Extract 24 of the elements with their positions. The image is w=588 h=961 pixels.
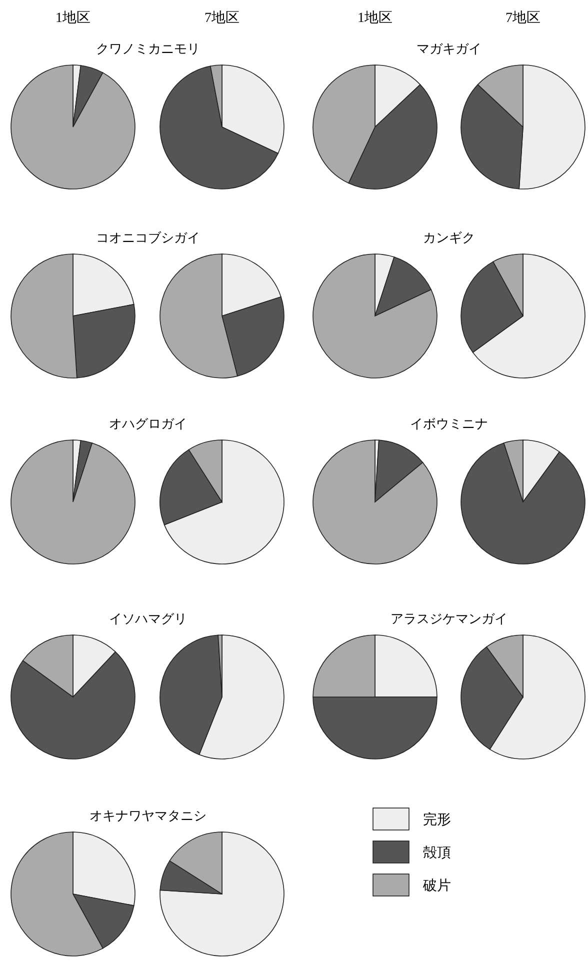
chart-title: オハグロガイ xyxy=(109,416,187,431)
chart-title: アラスジケマンガイ xyxy=(390,611,508,626)
pie-slice xyxy=(10,440,136,564)
chart-title: カンギク xyxy=(423,230,475,245)
chart-subtitle: 1地区 xyxy=(358,10,392,26)
chart-title: イボウミニナ xyxy=(410,416,488,431)
legend-label: 完形 xyxy=(423,812,451,828)
pie-slice xyxy=(160,832,284,956)
chart-title: イソハマグリ xyxy=(109,611,187,626)
chart-title: マガキガイ xyxy=(416,41,482,56)
chart-title: オキナワヤマタニシ xyxy=(90,808,206,823)
chart-title: クワノミカニモリ xyxy=(96,41,200,56)
legend-label: 殻頂 xyxy=(423,845,451,861)
chart-title: コオニコブシガイ xyxy=(96,230,200,245)
pie-slice xyxy=(312,254,438,378)
pie-slice xyxy=(10,64,136,190)
chart-subtitle: 7地区 xyxy=(204,10,240,26)
legend-label: 破片 xyxy=(422,878,451,894)
chart-subtitle: 1地区 xyxy=(56,10,90,26)
pie-slice xyxy=(374,256,432,316)
pie-slice xyxy=(164,440,284,564)
pie-slice xyxy=(312,440,438,564)
pie-slice xyxy=(460,442,586,564)
chart-subtitle: 7地区 xyxy=(506,10,540,26)
